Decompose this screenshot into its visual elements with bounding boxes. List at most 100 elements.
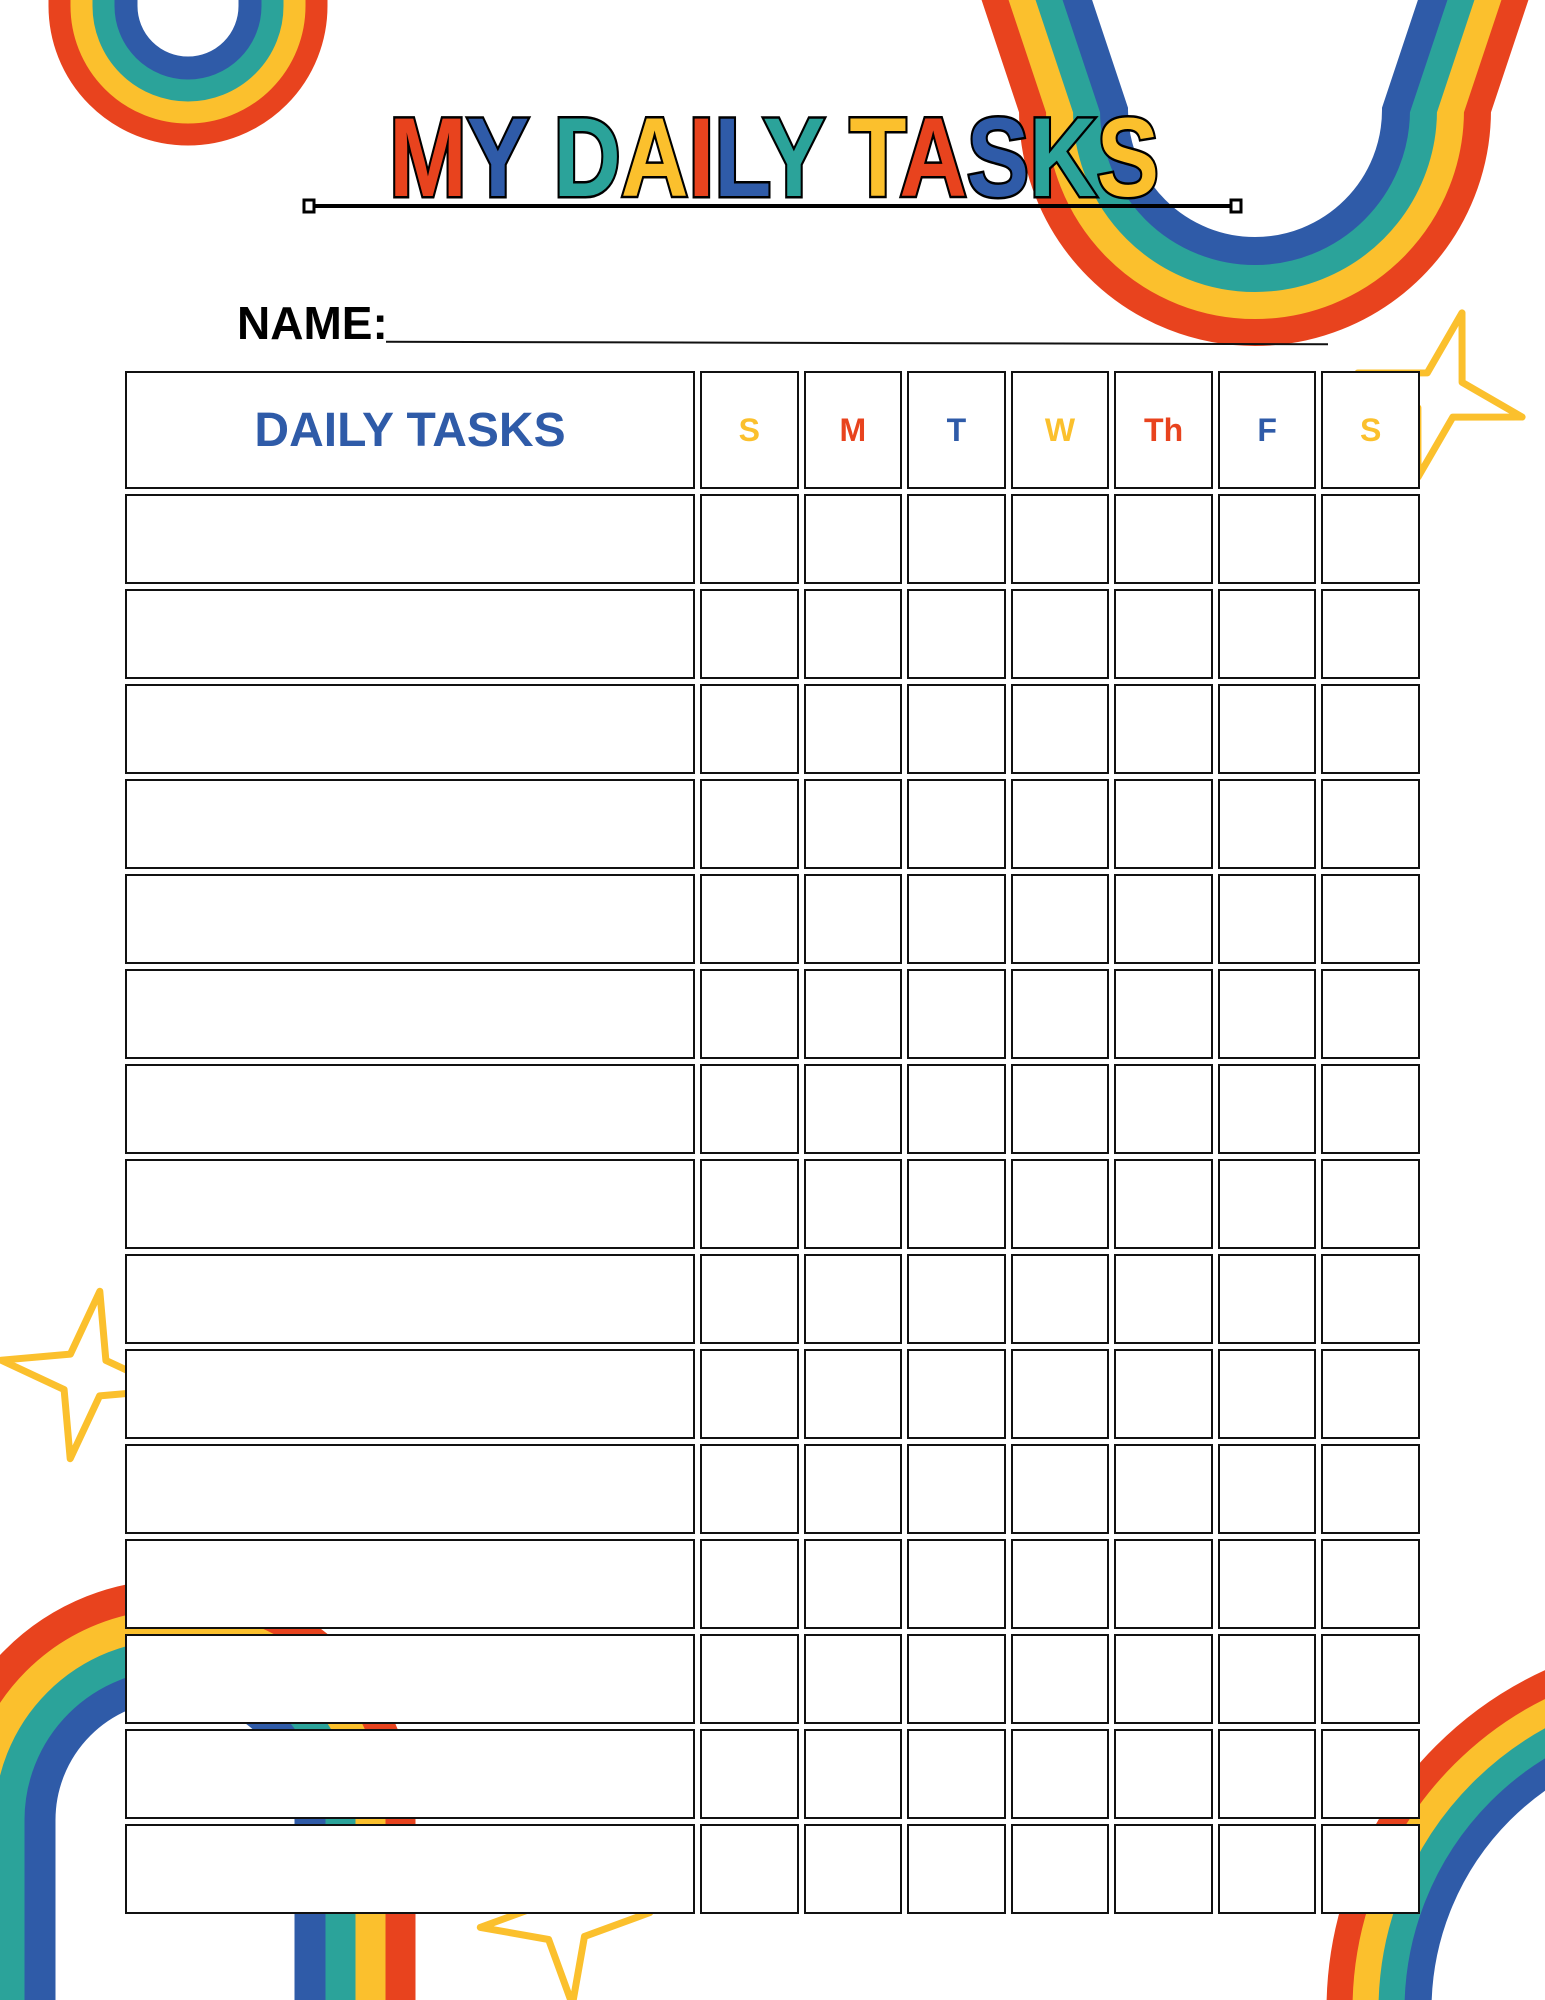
day-checkbox-cell[interactable] [1217,1254,1317,1344]
day-checkbox-cell[interactable] [1114,494,1213,584]
day-checkbox-cell[interactable] [1114,1539,1213,1629]
day-checkbox-cell[interactable] [1321,969,1420,1059]
day-checkbox-cell[interactable] [803,969,903,1059]
day-checkbox-cell[interactable] [1217,1539,1317,1629]
day-checkbox-cell[interactable] [907,969,1006,1059]
day-checkbox-cell[interactable] [1010,1159,1110,1249]
day-checkbox-cell[interactable] [907,494,1006,584]
day-checkbox-cell[interactable] [1010,684,1110,774]
day-checkbox-cell[interactable] [1114,589,1213,679]
day-checkbox-cell[interactable] [803,494,903,584]
day-checkbox-cell[interactable] [1321,1444,1420,1534]
day-checkbox-cell[interactable] [803,1254,903,1344]
day-checkbox-cell[interactable] [1114,1159,1213,1249]
day-checkbox-cell[interactable] [1114,1064,1213,1154]
task-cell[interactable] [125,1064,695,1154]
day-checkbox-cell[interactable] [907,874,1006,964]
day-checkbox-cell[interactable] [1321,589,1420,679]
day-checkbox-cell[interactable] [1321,1254,1420,1344]
day-checkbox-cell[interactable] [907,1349,1006,1439]
day-checkbox-cell[interactable] [907,684,1006,774]
day-checkbox-cell[interactable] [1321,1634,1420,1724]
day-checkbox-cell[interactable] [803,874,903,964]
task-cell[interactable] [125,1254,695,1344]
day-checkbox-cell[interactable] [1217,779,1317,869]
day-checkbox-cell[interactable] [1321,874,1420,964]
task-cell[interactable] [125,779,695,869]
day-checkbox-cell[interactable] [1217,1064,1317,1154]
day-checkbox-cell[interactable] [803,1349,903,1439]
day-checkbox-cell[interactable] [803,779,903,869]
day-checkbox-cell[interactable] [1217,684,1317,774]
day-checkbox-cell[interactable] [1010,589,1110,679]
day-checkbox-cell[interactable] [1114,969,1213,1059]
day-checkbox-cell[interactable] [1217,874,1317,964]
day-checkbox-cell[interactable] [907,1824,1006,1914]
task-cell[interactable] [125,874,695,964]
day-checkbox-cell[interactable] [1217,1349,1317,1439]
task-cell[interactable] [125,1539,695,1629]
day-checkbox-cell[interactable] [700,779,799,869]
day-checkbox-cell[interactable] [700,1729,799,1819]
day-checkbox-cell[interactable] [1010,1824,1110,1914]
task-cell[interactable] [125,1349,695,1439]
day-checkbox-cell[interactable] [1321,1064,1420,1154]
day-checkbox-cell[interactable] [1321,1159,1420,1249]
task-cell[interactable] [125,1634,695,1724]
day-checkbox-cell[interactable] [1114,779,1213,869]
day-checkbox-cell[interactable] [1321,1539,1420,1629]
task-cell[interactable] [125,589,695,679]
day-checkbox-cell[interactable] [907,779,1006,869]
day-checkbox-cell[interactable] [1114,1634,1213,1724]
day-checkbox-cell[interactable] [907,1729,1006,1819]
day-checkbox-cell[interactable] [1010,1444,1110,1534]
day-checkbox-cell[interactable] [1217,1824,1317,1914]
task-cell[interactable] [125,1159,695,1249]
day-checkbox-cell[interactable] [803,684,903,774]
day-checkbox-cell[interactable] [1217,1729,1317,1819]
day-checkbox-cell[interactable] [1010,1349,1110,1439]
day-checkbox-cell[interactable] [1321,684,1420,774]
day-checkbox-cell[interactable] [1114,874,1213,964]
day-checkbox-cell[interactable] [700,1444,799,1534]
day-checkbox-cell[interactable] [1321,494,1420,584]
day-checkbox-cell[interactable] [1114,1254,1213,1344]
day-checkbox-cell[interactable] [1010,874,1110,964]
day-checkbox-cell[interactable] [700,1349,799,1439]
day-checkbox-cell[interactable] [907,1634,1006,1724]
day-checkbox-cell[interactable] [803,589,903,679]
day-checkbox-cell[interactable] [700,1539,799,1629]
task-cell[interactable] [125,1824,695,1914]
day-checkbox-cell[interactable] [700,969,799,1059]
day-checkbox-cell[interactable] [803,1729,903,1819]
task-cell[interactable] [125,494,695,584]
day-checkbox-cell[interactable] [1114,1349,1213,1439]
day-checkbox-cell[interactable] [1217,969,1317,1059]
day-checkbox-cell[interactable] [803,1634,903,1724]
day-checkbox-cell[interactable] [1010,1539,1110,1629]
day-checkbox-cell[interactable] [700,1824,799,1914]
day-checkbox-cell[interactable] [700,494,799,584]
day-checkbox-cell[interactable] [1010,779,1110,869]
day-checkbox-cell[interactable] [1217,1634,1317,1724]
day-checkbox-cell[interactable] [1321,1349,1420,1439]
day-checkbox-cell[interactable] [1114,1444,1213,1534]
day-checkbox-cell[interactable] [1321,1729,1420,1819]
day-checkbox-cell[interactable] [1010,1064,1110,1154]
day-checkbox-cell[interactable] [1321,1824,1420,1914]
day-checkbox-cell[interactable] [1010,1729,1110,1819]
day-checkbox-cell[interactable] [907,1539,1006,1629]
day-checkbox-cell[interactable] [803,1064,903,1154]
day-checkbox-cell[interactable] [907,1064,1006,1154]
day-checkbox-cell[interactable] [1217,589,1317,679]
day-checkbox-cell[interactable] [700,1064,799,1154]
day-checkbox-cell[interactable] [700,589,799,679]
task-cell[interactable] [125,969,695,1059]
day-checkbox-cell[interactable] [1217,1159,1317,1249]
day-checkbox-cell[interactable] [1217,1444,1317,1534]
day-checkbox-cell[interactable] [700,1254,799,1344]
day-checkbox-cell[interactable] [1217,494,1317,584]
day-checkbox-cell[interactable] [1114,1729,1213,1819]
day-checkbox-cell[interactable] [907,1254,1006,1344]
day-checkbox-cell[interactable] [907,1444,1006,1534]
